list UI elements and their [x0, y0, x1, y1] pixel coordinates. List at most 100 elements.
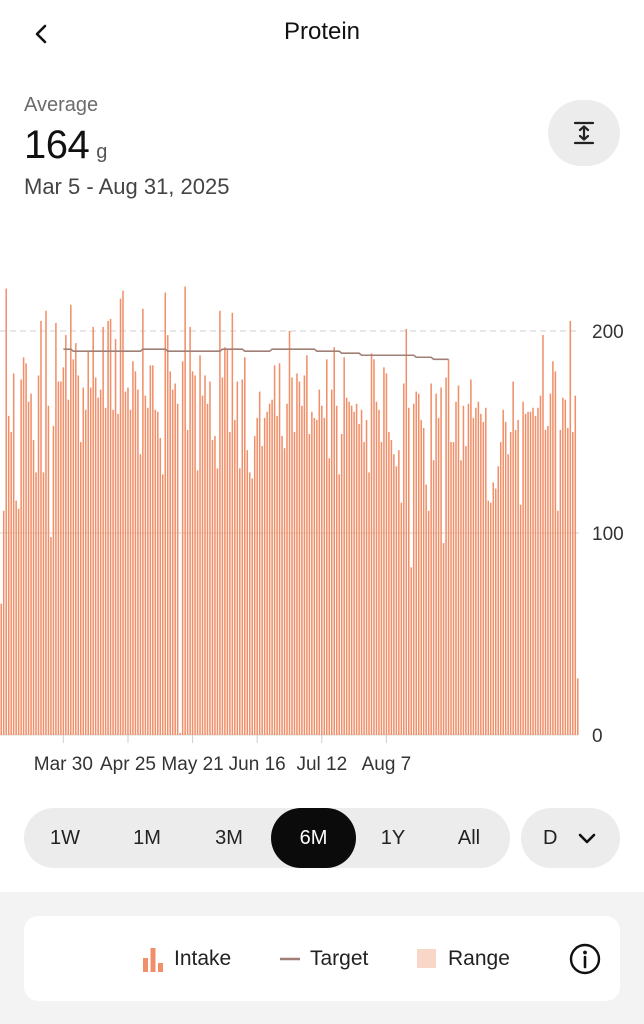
bar-chart-icon [143, 947, 163, 972]
intake-bar [519, 504, 522, 735]
x-tick-label: Jun 16 [229, 754, 286, 775]
target-line [63, 348, 449, 361]
intake-bar [408, 407, 410, 735]
intake-bar [171, 389, 174, 735]
intake-bar [159, 438, 162, 735]
intake-bar [375, 401, 378, 735]
intake-bar [174, 383, 176, 735]
average-label: Average [24, 94, 99, 116]
intake-bar [400, 502, 403, 735]
chart-svg[interactable]: 0 100 200 Mar 30 Apr 25 May 21 Jun 16 Jul 12 Aug… [0, 210, 644, 790]
intake-bar [340, 434, 343, 735]
average-unit: g [96, 141, 108, 163]
range-option-1y[interactable]: 1Y [380, 826, 406, 849]
intake-bar [109, 318, 112, 735]
intake-bar [147, 407, 149, 735]
intake-bar [370, 353, 373, 735]
info-button[interactable] [568, 942, 602, 976]
intake-bar [201, 395, 204, 735]
range-option-3m[interactable]: 3M [215, 826, 243, 849]
intake-bar [281, 436, 283, 735]
range-option-6m[interactable]: 6M [271, 808, 356, 868]
intake-bar [176, 403, 179, 735]
intake-bar [283, 448, 286, 735]
intake-bar [0, 603, 3, 735]
intake-bar [477, 401, 480, 735]
intake-bar [385, 373, 388, 735]
back-button[interactable] [22, 14, 62, 54]
intake-bar [32, 440, 35, 735]
intake-bar [20, 379, 22, 735]
intake-bar [5, 288, 7, 735]
intake-bar [343, 357, 345, 735]
intake-bar [524, 413, 527, 735]
intake-bar [271, 399, 273, 735]
intake-bar [204, 375, 206, 735]
intake-bar [417, 393, 420, 735]
intake-bar [2, 510, 5, 735]
x-tick-label: Apr 25 [100, 754, 156, 775]
intake-bar [263, 417, 266, 735]
x-tick-label: Mar 30 [34, 754, 93, 775]
intake-bar [348, 401, 350, 735]
intake-bar [268, 403, 271, 735]
intake-bar [445, 377, 447, 735]
time-range-selector: 1W 1M 3M 6M 1Y All [24, 808, 510, 868]
intake-bar [164, 292, 167, 735]
intake-bar [492, 482, 495, 735]
intake-bar [142, 308, 144, 735]
intake-bar [234, 419, 236, 735]
intake-bar [497, 466, 500, 735]
intake-bar [236, 381, 239, 735]
intake-bar [450, 442, 452, 735]
range-option-1m[interactable]: 1M [133, 826, 161, 849]
intake-bar [288, 331, 291, 735]
intake-bar [517, 419, 519, 735]
intake-bar [62, 367, 65, 735]
intake-bar [576, 678, 579, 735]
intake-bar [127, 387, 129, 735]
granularity-dropdown[interactable]: D [521, 808, 620, 868]
intake-bar [229, 432, 231, 735]
intake-bar [22, 357, 25, 735]
summary-section: Average 164 g Mar 5 - Aug 31, 2025 [24, 94, 424, 200]
intake-bar [373, 359, 375, 735]
intake-bar [154, 409, 157, 735]
intake-bar [137, 389, 139, 735]
intake-bar [191, 371, 194, 735]
intake-bar [226, 349, 229, 735]
intake-bar [37, 375, 40, 735]
intake-bar [318, 389, 321, 735]
intake-bar [422, 427, 425, 735]
expand-vertical-icon [573, 121, 595, 145]
intake-bar [358, 423, 360, 735]
intake-bar [219, 310, 221, 735]
intake-bar [89, 387, 92, 735]
intake-bar [206, 403, 209, 735]
intake-bar [363, 442, 365, 735]
legend-target-label: Target [310, 946, 369, 970]
intake-bar [326, 359, 328, 735]
legend-range-label: Range [448, 946, 510, 970]
intake-bar [97, 397, 99, 735]
intake-bar [231, 312, 234, 735]
intake-bar [124, 391, 127, 735]
range-option-all[interactable]: All [457, 826, 481, 849]
intake-bar [303, 375, 306, 735]
intake-bar [251, 478, 253, 735]
average-row: 164 g [24, 123, 424, 168]
intake-bar [378, 409, 380, 735]
intake-bar [311, 411, 313, 735]
intake-bar [134, 371, 137, 735]
intake-bar [412, 403, 415, 735]
protein-chart[interactable]: 0 100 200 Mar 30 Apr 25 May 21 Jun 16 Jul 12 Aug… [0, 210, 644, 790]
range-option-1w[interactable]: 1W [50, 826, 80, 849]
intake-bar [316, 419, 318, 735]
intake-bar [452, 442, 455, 735]
intake-bar [296, 373, 298, 735]
intake-bar [293, 432, 296, 735]
intake-bar [119, 298, 122, 735]
intake-bar [435, 393, 437, 735]
expand-chart-button[interactable] [548, 100, 620, 166]
intake-bar [17, 508, 20, 735]
